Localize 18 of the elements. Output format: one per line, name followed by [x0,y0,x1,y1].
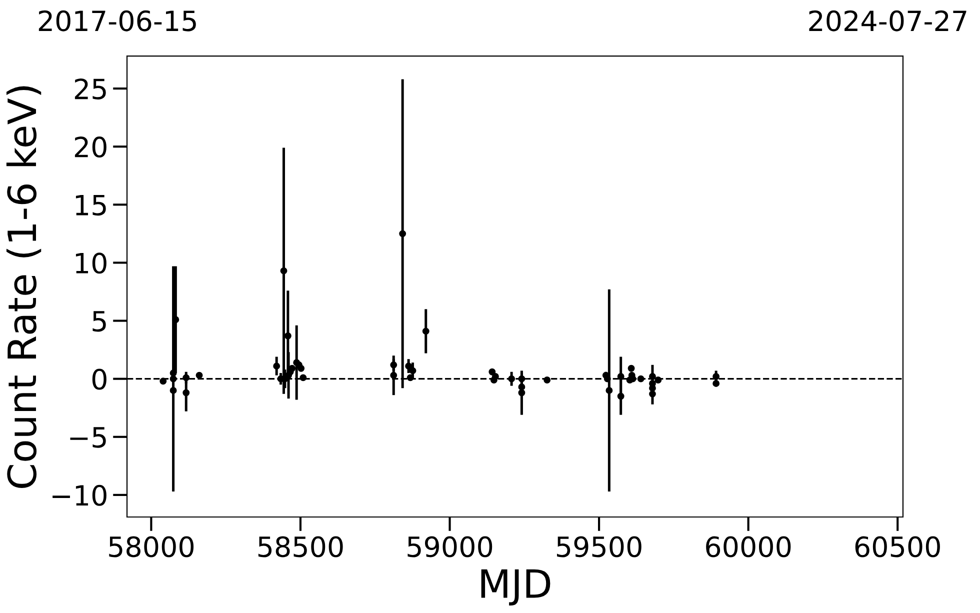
x-tick-label: 58000 [109,536,194,558]
y-axis-title: Count Rate (1-6 keV) [6,86,42,488]
y-tick-label: −5 [70,427,106,448]
x-tick-label: 59000 [408,536,492,558]
y-tick-label: 10 [76,252,106,274]
x-tick-label: 60500 [855,536,940,558]
y-tick-label: 25 [74,78,106,100]
x-tick-label: 58500 [258,536,343,558]
x-axis-title: MJD [481,569,550,606]
y-tick-label: 15 [76,194,106,216]
y-tick-label: 20 [74,136,106,158]
x-tick-label: 60000 [706,536,791,558]
x-tick-label: 59500 [556,536,642,558]
y-tick-label: 0 [92,368,106,390]
text: 2017-06-15 [38,10,196,32]
text: 2024-07-27 [809,10,966,32]
y-tick-label: −10 [52,484,106,506]
y-tick-label: 5 [92,311,106,332]
